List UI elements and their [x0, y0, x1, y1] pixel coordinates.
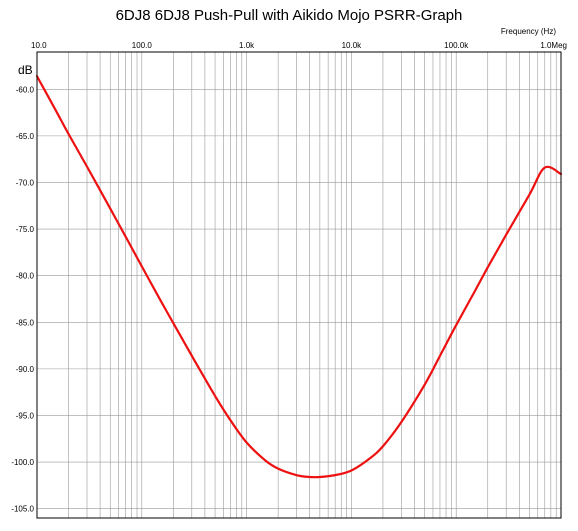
y-tick-label: -85.0 [16, 318, 35, 327]
y-tick-label: -100.0 [11, 458, 34, 467]
x-tick-labels: 10.0 100.0 1.0k 10.0k 100.0k 1.0Meg [31, 41, 567, 50]
x-tick-label: 10.0k [342, 41, 363, 50]
x-tick-label: 100.0 [132, 41, 153, 50]
y-tick-label: -80.0 [16, 272, 35, 281]
y-tick-label: -95.0 [16, 411, 35, 420]
y-tick-label: -105.0 [11, 505, 34, 514]
series-layer [35, 75, 563, 479]
y-tick-label: -90.0 [16, 365, 35, 374]
psrr-series-line [35, 75, 563, 479]
x-tick-label: 10.0 [31, 41, 47, 50]
x-tick-label: 1.0k [239, 41, 255, 50]
plot-border [36, 51, 562, 519]
x-tick-label: 100.0k [444, 41, 469, 50]
y-tick-label: -60.0 [16, 85, 35, 94]
chart-title: 6DJ8 6DJ8 Push-Pull with Aikido Mojo PSR… [116, 7, 463, 24]
y-tick-labels: -60.0 -65.0 -70.0 -75.0 -80.0 -85.0 -90.0 -95.0… [11, 85, 34, 513]
x-axis-label: Frequency (Hz) [501, 27, 556, 36]
grid-lines [36, 52, 561, 518]
y-tick-label: -65.0 [16, 132, 35, 141]
y-axis-label: dB [18, 63, 33, 77]
y-tick-label: -70.0 [16, 178, 35, 187]
x-tick-label: 1.0Meg [540, 41, 567, 50]
y-tick-label: -75.0 [16, 225, 35, 234]
